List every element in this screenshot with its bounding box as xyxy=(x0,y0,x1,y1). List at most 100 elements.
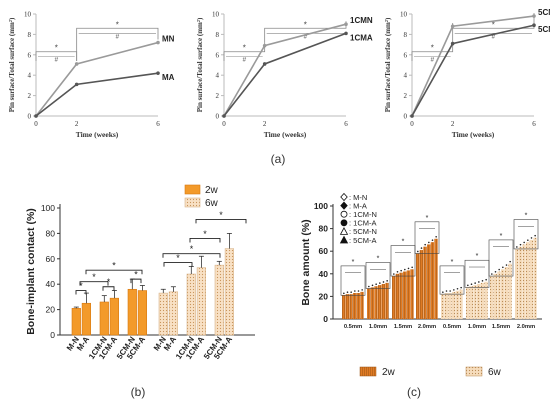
range-box xyxy=(340,265,366,296)
legend-marker-label: : 5CM-N xyxy=(349,227,377,236)
legend-marker-label: : 1CM-N xyxy=(349,210,377,219)
data-point xyxy=(34,114,38,118)
legend-marker-label: : M-A xyxy=(349,201,367,210)
significance-bracket xyxy=(85,269,143,275)
data-point xyxy=(74,62,79,66)
data-point xyxy=(450,24,455,29)
significance-star: * xyxy=(107,277,111,287)
x-tick-label: 6 xyxy=(344,120,348,128)
bar-6w-1.5mm-1CM-A xyxy=(501,269,505,319)
y-tick-label: 0 xyxy=(404,113,408,121)
bar-2w-1CM-N xyxy=(99,301,109,336)
marker-point xyxy=(343,292,345,295)
bar-6w-1.0mm-M-A xyxy=(469,286,474,319)
data-point xyxy=(532,14,536,18)
marker-point xyxy=(498,268,500,271)
x-tick-label: 1.5mm xyxy=(492,324,510,330)
bar-6w-1.0mm-5CM-N xyxy=(480,282,485,319)
bar-2w-M-A xyxy=(81,302,91,336)
y-tick-label: 6 xyxy=(404,51,408,59)
y-tick-label: 80 xyxy=(319,224,329,234)
marker-point xyxy=(361,289,363,291)
marker-point xyxy=(431,239,434,241)
y-tick-label: 8 xyxy=(28,31,32,39)
marker-point xyxy=(445,290,448,292)
bar-2w-2.0mm-1CM-N xyxy=(423,246,427,319)
bar-2w-2.0mm-M-A xyxy=(419,250,424,319)
significance-star: * xyxy=(55,44,58,53)
marker-point xyxy=(494,271,497,273)
legend-label-2w: 2w xyxy=(382,367,396,378)
series-label: MN xyxy=(162,35,175,44)
marker-point xyxy=(481,280,484,282)
significance-bracket xyxy=(79,281,109,286)
marker-point xyxy=(516,246,518,248)
bar-6w-2.0mm-5CM-A xyxy=(533,237,537,319)
significance-bracket xyxy=(411,23,454,61)
series-line-5CMA xyxy=(411,24,535,117)
marker-point xyxy=(456,287,459,290)
bar-6w-1.5mm-5CM-N xyxy=(504,267,509,319)
data-point xyxy=(410,114,414,118)
bar-6w-5CM-N xyxy=(214,264,224,336)
data-point xyxy=(262,43,267,48)
significance-hash: # xyxy=(304,33,308,40)
significance-bracket xyxy=(76,27,159,61)
bar-6w-M-N xyxy=(158,292,168,336)
bar-2w-1.0mm-5CM-A xyxy=(385,282,389,319)
marker-point xyxy=(534,234,536,237)
bar-6w-1.0mm-M-N xyxy=(466,287,470,319)
marker-point xyxy=(386,280,388,282)
significance-hash: # xyxy=(55,57,59,64)
significance-bracket xyxy=(189,238,221,243)
bar-6w-0.5mm-5CM-A xyxy=(459,289,463,319)
x-tick-label: M-A xyxy=(162,335,178,353)
y-tick-label: 8 xyxy=(404,31,408,39)
significance-star: * xyxy=(492,20,495,29)
significance-star: * xyxy=(190,244,194,254)
x-tick-label: 0 xyxy=(34,120,38,128)
range-box xyxy=(390,245,416,277)
x-tick-label: 2 xyxy=(263,120,267,128)
data-point xyxy=(450,41,455,46)
x-tick-label: 2 xyxy=(75,120,79,128)
y-tick-label: 60 xyxy=(46,254,56,264)
bar-6w-2.0mm-1CM-N xyxy=(522,244,526,319)
data-point xyxy=(222,114,226,118)
caption-c: (c) xyxy=(407,385,421,399)
range-box xyxy=(488,239,514,277)
bar-2w-1.5mm-M-A xyxy=(395,273,400,319)
bar-2w-2.0mm-1CM-A xyxy=(427,244,431,319)
range-box xyxy=(513,219,539,250)
bar-2w-0.5mm-1CM-N xyxy=(349,294,353,319)
significance-hash: # xyxy=(431,57,435,64)
bar-6w-2.0mm-5CM-N xyxy=(529,239,534,319)
series-line-5CMN xyxy=(411,15,535,117)
bar-6w-M-A xyxy=(168,291,179,336)
marker-point xyxy=(424,243,426,246)
bar-2w-0.5mm-5CM-A xyxy=(360,291,364,319)
significance-star: * xyxy=(112,261,116,271)
bar-6w-0.5mm-1CM-N xyxy=(448,293,452,319)
marker-point xyxy=(502,266,504,269)
y-tick-label: 80 xyxy=(46,228,56,238)
bar-6w-0.5mm-1CM-A xyxy=(452,291,456,319)
y-tick-label: 2 xyxy=(404,92,408,100)
significance-star: * xyxy=(243,44,246,53)
marker-point xyxy=(485,278,487,281)
bar-2w-5CM-A xyxy=(137,290,148,336)
bar-6w-1.5mm-M-A xyxy=(493,273,498,319)
bar-2w-2.0mm-5CM-N xyxy=(430,242,435,319)
bar-6w-1.5mm-M-N xyxy=(490,276,494,319)
bar-6w-2.0mm-M-N xyxy=(515,248,519,319)
marker-point xyxy=(523,241,525,244)
marker-point xyxy=(491,273,493,275)
y-axis-label: Pin surface/Total surface (mm²) xyxy=(196,17,204,112)
marker-point xyxy=(435,235,437,238)
bar-6w-1CM-N xyxy=(186,273,196,336)
data-point xyxy=(344,31,348,36)
legend-marker-circle-filled-icon xyxy=(340,219,348,227)
significance-star: * xyxy=(304,20,307,29)
